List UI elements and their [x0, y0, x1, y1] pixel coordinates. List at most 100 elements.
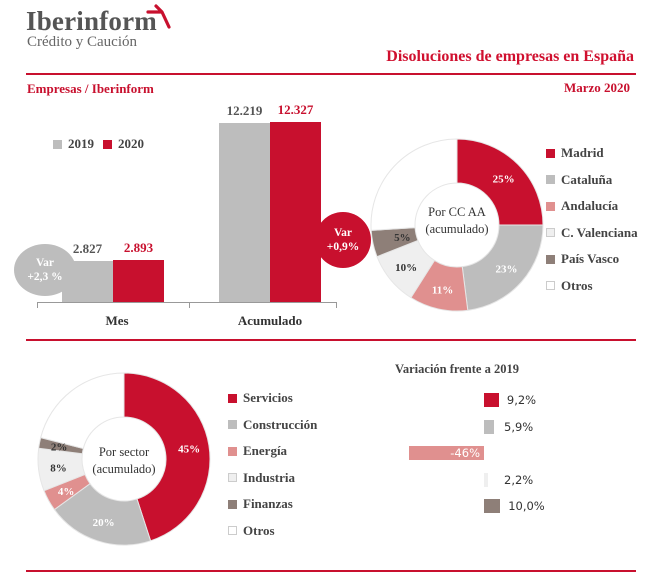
ccaa-legend-label: Madrid	[561, 145, 604, 160]
logo-arrow-icon	[146, 4, 171, 29]
ccaa-legend-label: Otros	[561, 277, 593, 293]
sector-legend-swatch	[228, 473, 237, 482]
legend-label-2019: 2019	[68, 136, 94, 151]
axis-tick-mid	[189, 302, 190, 308]
sector-slice-label-industria: 8%	[50, 462, 67, 474]
variation-label-servicios: 9,2%	[506, 393, 537, 407]
variation-bar-energ-a	[409, 446, 484, 460]
bar-value-label-2019-mes: 2.827	[72, 240, 103, 256]
variation-label-finanzas: 10,0%	[508, 499, 545, 513]
sector-legend-label: Energía	[243, 443, 288, 458]
bar-legend-2019: 2019	[53, 136, 94, 152]
donut-ccaa-center-line1: Por CC AA	[428, 205, 486, 219]
legend-label-2020: 2020	[118, 136, 144, 151]
sector-slice-label-energ-a: 4%	[58, 486, 75, 498]
ccaa-legend-swatch	[546, 228, 555, 237]
brand-logo-text: Iberinform	[26, 6, 157, 36]
bar-legend-2020: 2020	[103, 136, 144, 152]
donut-ccaa-center-label: Por CC AA (acumulado)	[411, 204, 503, 238]
variation-label-energ-a: -46%	[450, 446, 480, 460]
donut-ccaa: 25% 23% 11% 10% 5%	[370, 138, 544, 312]
sector-legend-swatch	[228, 393, 237, 403]
sector-legend-swatch	[228, 446, 237, 456]
sector-legend-swatch	[228, 499, 237, 509]
bar-value-label-2019-acumulado: 12.219	[226, 103, 263, 119]
sector-slice-servicios	[123, 372, 211, 542]
var-bubble-mes: Var +2,3 %	[14, 244, 76, 296]
sector-slice-otros	[40, 372, 125, 450]
sector-legend-item-finanzas: Finanzas	[228, 496, 293, 512]
sector-slice-label-servicios: 45%	[178, 444, 200, 456]
category-label-acumulado: Acumulado	[237, 313, 303, 328]
ccaa-legend-item-c-valenciana: C. Valenciana	[546, 225, 638, 241]
ccaa-legend-label: Cataluña	[561, 171, 613, 187]
variation-label-industria: 2,2%	[504, 472, 534, 487]
bar-2019-acumulado	[219, 123, 270, 302]
bar-value-label-2020-acumulado: 12.327	[277, 101, 314, 117]
sector-legend-label: Servicios	[243, 390, 293, 405]
var-bubble-mes-line1: Var	[35, 257, 55, 269]
sector-slice-label-finanzas: 2%	[51, 442, 67, 454]
legend-swatch-2020	[103, 139, 112, 149]
brand-logo-subtitle: Crédito y Caución	[27, 34, 137, 50]
sector-legend-label: Industria	[243, 469, 296, 485]
ccaa-legend-swatch	[546, 281, 555, 290]
source-label: Empresas / Iberinform	[27, 81, 154, 96]
variation-label-construcci-n: 5,9%	[504, 419, 534, 434]
sector-legend-label: Construcción	[243, 416, 318, 432]
variation-bar-industria	[484, 472, 488, 487]
ccaa-legend-item-otros: Otros	[546, 278, 593, 294]
donut-sector: 45% 20% 4% 8% 2%	[37, 372, 211, 546]
donut-sector-center-label: Por sector (acumulado)	[76, 444, 172, 478]
axis-tick-left	[37, 302, 38, 308]
ccaa-legend-item-pa-s-vasco: País Vasco	[546, 251, 619, 267]
ccaa-legend-swatch	[546, 148, 555, 158]
ccaa-slice-otros	[370, 138, 458, 231]
bar-value-label-2020-mes: 2.893	[123, 239, 154, 255]
ccaa-legend-label: Andalucía	[561, 198, 619, 213]
sector-legend-swatch	[228, 526, 237, 535]
category-label-mes: Mes	[105, 313, 129, 328]
ccaa-slice-label-pa-s-vasco: 5%	[394, 232, 411, 244]
var-bubble-acumulado: Var +0,9%	[315, 212, 371, 268]
axis-tick-right	[336, 302, 337, 308]
ccaa-slice-catalu-a	[461, 224, 544, 311]
variation-title: Variación frente a 2019	[395, 362, 519, 376]
ccaa-legend-label: País Vasco	[561, 251, 620, 266]
bar-2020-mes	[113, 259, 164, 302]
var-bubble-acum-line2: +0,9%	[326, 241, 360, 253]
ccaa-slice-label-c-valenciana: 10%	[395, 262, 417, 274]
var-bubble-acum-line1: Var	[333, 227, 353, 239]
variation-bar-finanzas	[484, 499, 501, 513]
donut-sector-center-line1: Por sector	[98, 445, 150, 459]
legend-swatch-2019	[53, 139, 62, 149]
sector-legend-label: Otros	[243, 522, 275, 538]
ccaa-legend-item-madrid: Madrid	[546, 145, 604, 161]
sector-legend-item-servicios: Servicios	[228, 390, 293, 406]
header-divider	[26, 73, 636, 75]
bar-axis-line	[37, 302, 337, 303]
sector-legend-swatch	[228, 420, 237, 429]
ccaa-slice-label-catalu-a: 23%	[496, 264, 518, 276]
page-title: Disoluciones de empresas en España	[386, 48, 634, 65]
variation-bar-construcci-n	[484, 419, 494, 434]
footer-divider	[26, 570, 636, 572]
sector-legend-label: Finanzas	[243, 496, 293, 511]
date-label: Marzo 2020	[563, 80, 630, 95]
ccaa-legend-label: C. Valenciana	[561, 224, 638, 240]
ccaa-legend-item-andaluc-a: Andalucía	[546, 198, 618, 214]
sector-slice-label-construcci-n: 20%	[93, 517, 115, 529]
section-divider	[26, 339, 636, 341]
ccaa-legend-swatch	[546, 254, 555, 264]
var-bubble-mes-line2: +2,3 %	[27, 271, 63, 283]
ccaa-legend-item-catalu-a: Cataluña	[546, 172, 612, 188]
ccaa-slice-madrid	[456, 138, 544, 226]
ccaa-legend-swatch	[546, 201, 555, 211]
variation-bar-servicios	[484, 393, 499, 407]
donut-sector-center-line2: (acumulado)	[92, 462, 156, 476]
sector-legend-item-otros: Otros	[228, 523, 275, 539]
ccaa-slice-label-andaluc-a: 11%	[432, 284, 453, 296]
sector-legend-item-construcci-n: Construcción	[228, 417, 317, 433]
ccaa-legend-swatch	[546, 175, 555, 184]
ccaa-slice-label-madrid: 25%	[493, 173, 515, 185]
